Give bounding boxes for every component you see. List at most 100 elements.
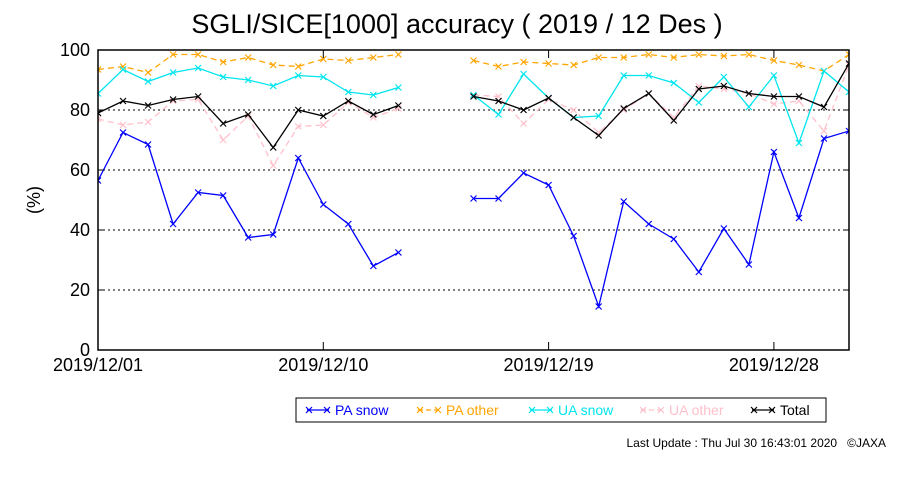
point-ua-other-10 [319, 121, 327, 129]
point-pa-snow-12 [369, 262, 377, 270]
point-total-9 [294, 106, 302, 114]
point-ua-snow-4 [169, 69, 177, 76]
point-ua-other-5 [194, 96, 202, 103]
legend-label-pa-snow: PA snow [335, 402, 389, 418]
point-total-27 [745, 90, 753, 97]
point-pa-snow-13 [394, 249, 402, 256]
point-ua-snow-30 [820, 67, 828, 75]
point-pa-snow-8 [269, 231, 277, 238]
point-ua-snow-10 [319, 73, 327, 81]
point-total-7 [244, 111, 252, 118]
point-total-30 [820, 103, 828, 111]
point-ua-other-8 [269, 162, 277, 169]
point-pa-other-21 [595, 54, 603, 61]
point-total-13 [394, 102, 402, 109]
point-total-22 [620, 105, 628, 112]
point-total-8 [269, 144, 277, 151]
point-ua-other-30 [820, 127, 828, 135]
point-pa-other-9 [294, 63, 302, 70]
series-ua-snow [98, 64, 849, 147]
point-ua-snow-11 [344, 88, 352, 96]
legend-marker-left-total [750, 406, 758, 414]
series-total [98, 60, 849, 151]
point-total-23 [645, 90, 653, 97]
point-total-25 [695, 85, 703, 93]
point-pa-snow-11 [344, 220, 352, 228]
series-line-ua-snow-0 [98, 67, 399, 96]
point-pa-other-10 [319, 55, 327, 63]
point-ua-snow-12 [369, 91, 377, 99]
x-tick-label-1: 2019/12/01 [53, 355, 143, 375]
point-pa-snow-26 [720, 225, 728, 232]
point-pa-snow-5 [194, 189, 202, 196]
chart-title: SGLI/SICE[1000] accuracy ( 2019 / 12 Des… [191, 9, 722, 39]
point-pa-snow-19 [545, 181, 553, 189]
legend-marker-right-total [768, 406, 776, 414]
point-pa-snow-30 [820, 135, 828, 142]
point-total-17 [495, 97, 502, 105]
copyright-text: ©JAXA [847, 436, 886, 450]
point-ua-other-24 [670, 114, 678, 121]
x-tick-label-28: 2019/12/28 [729, 355, 819, 375]
legend-label-pa-other: PA other [446, 402, 499, 418]
series-line-pa-snow-1 [473, 130, 849, 309]
point-pa-other-8 [269, 61, 277, 69]
point-ua-snow-2 [119, 66, 127, 73]
point-pa-snow-9 [294, 154, 302, 162]
point-ua-snow-6 [219, 73, 227, 81]
point-pa-other-28 [770, 57, 778, 64]
point-pa-snow-2 [119, 129, 127, 136]
point-pa-other-3 [144, 69, 152, 76]
series-pa-snow [98, 127, 849, 310]
point-pa-other-25 [695, 51, 703, 58]
point-total-5 [194, 93, 202, 100]
point-ua-snow-25 [695, 99, 703, 106]
point-pa-snow-31 [845, 127, 849, 135]
point-total-24 [670, 117, 678, 124]
point-ua-other-20 [570, 106, 578, 114]
point-total-31 [845, 60, 849, 67]
y-tick-label-40: 40 [70, 220, 90, 240]
legend-item-ua-snow: UA snow [528, 402, 614, 418]
point-pa-other-5 [194, 51, 202, 58]
point-pa-snow-20 [570, 232, 578, 240]
point-pa-snow-27 [745, 261, 753, 268]
point-ua-snow-26 [720, 73, 728, 81]
point-pa-other-13 [394, 51, 402, 58]
point-ua-snow-3 [144, 78, 152, 85]
point-total-19 [545, 94, 553, 102]
point-ua-snow-21 [595, 112, 603, 120]
point-total-2 [119, 97, 127, 105]
point-pa-snow-18 [520, 169, 527, 177]
point-ua-snow-9 [294, 72, 302, 79]
point-pa-other-4 [169, 51, 177, 58]
point-pa-snow-7 [244, 234, 252, 241]
last-update-text: Last Update : Thu Jul 30 16:43:01 2020 [626, 436, 838, 450]
point-total-20 [570, 114, 578, 121]
legend-item-ua-other: UA other [639, 402, 724, 418]
point-total-4 [169, 96, 177, 103]
point-total-6 [219, 120, 227, 127]
point-ua-other-25 [695, 82, 703, 90]
point-pa-other-2 [119, 63, 127, 70]
point-ua-other-19 [545, 96, 553, 103]
point-ua-snow-24 [670, 79, 678, 87]
point-total-16 [470, 93, 477, 100]
point-pa-other-31 [845, 51, 849, 58]
point-ua-snow-23 [645, 72, 653, 79]
point-pa-other-22 [620, 54, 628, 61]
point-pa-snow-16 [470, 195, 477, 202]
point-ua-snow-31 [845, 88, 849, 96]
point-ua-other-12 [369, 114, 377, 121]
point-ua-other-9 [294, 123, 302, 130]
point-pa-snow-25 [695, 268, 703, 276]
point-pa-other-1 [98, 66, 102, 73]
series-line-ua-snow-1 [473, 69, 849, 145]
legend-marker-left-ua-other [639, 406, 647, 414]
point-pa-other-18 [520, 58, 527, 66]
point-total-26 [720, 82, 728, 90]
point-pa-snow-22 [620, 198, 628, 205]
series-layer [98, 51, 849, 310]
plot-frame [97, 49, 850, 351]
point-total-28 [770, 93, 778, 100]
